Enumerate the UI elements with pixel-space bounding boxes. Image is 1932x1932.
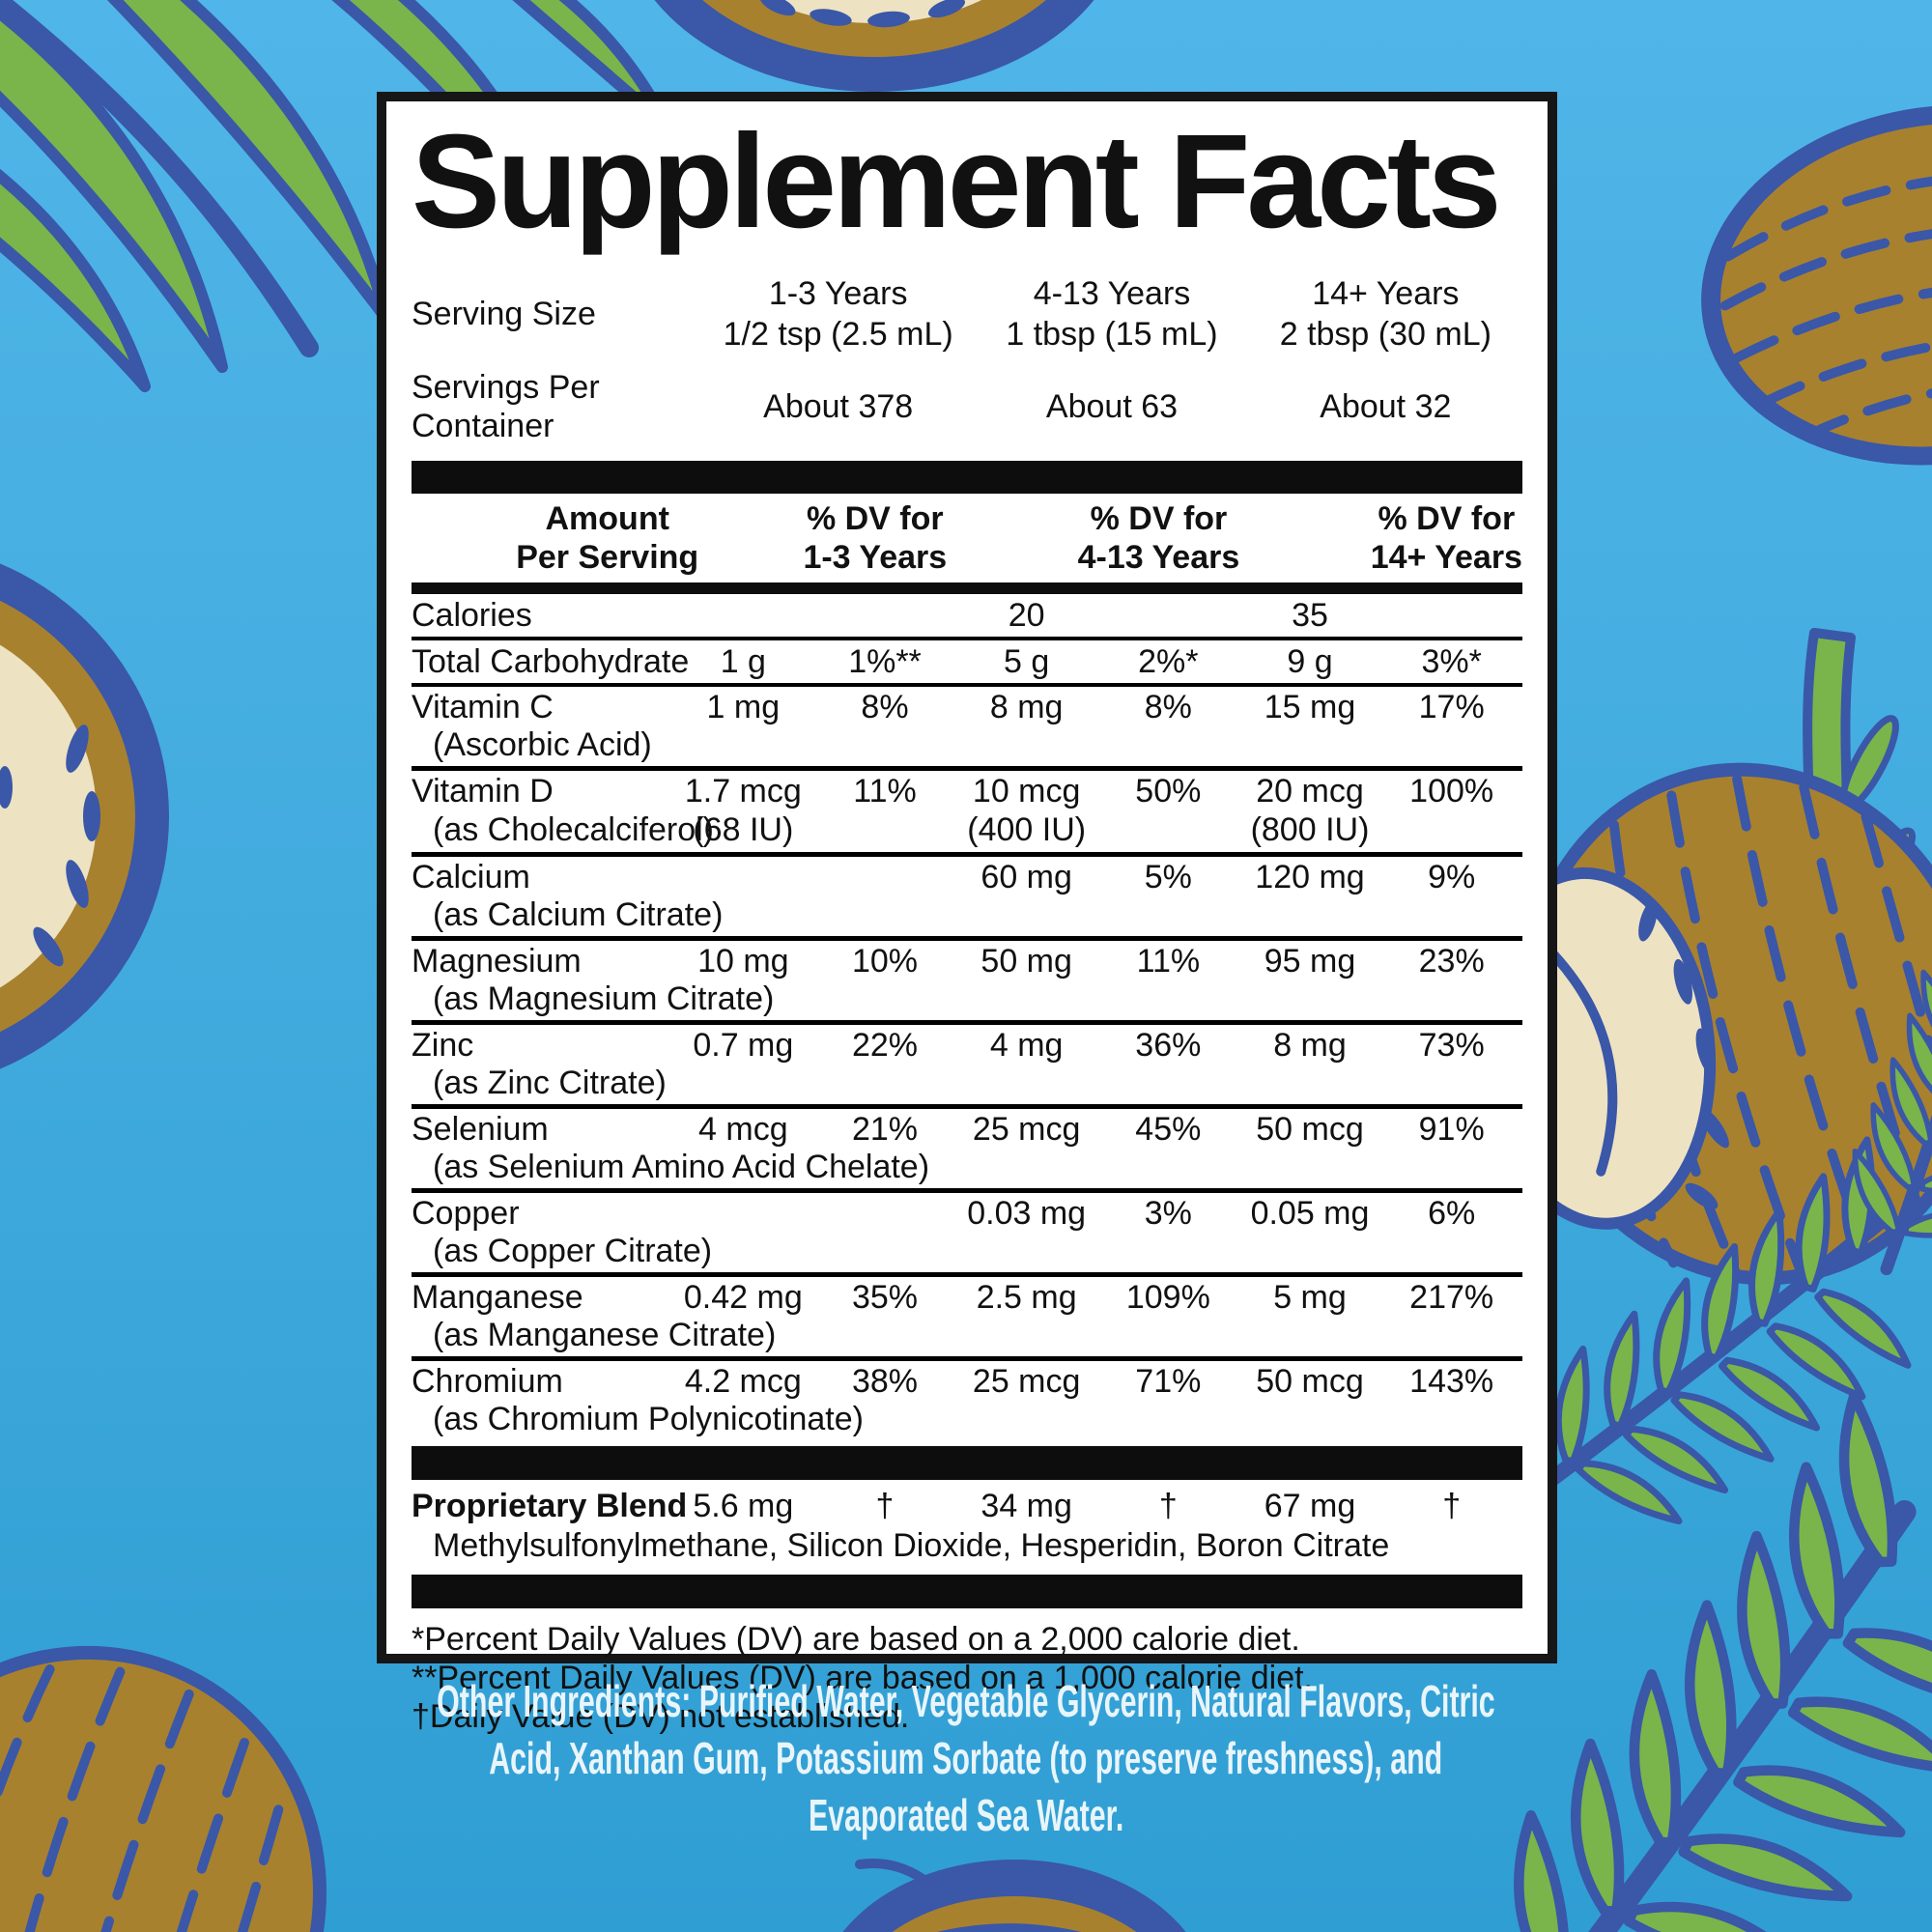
coconut-top-right [1701, 104, 1932, 466]
row-vitamin-d: Vitamin D 1.7 mcg 11% 10 mcg 50% 20 mcg … [412, 771, 1522, 857]
divider-bar [412, 1446, 1522, 1480]
row-manganese: Manganese 0.42 mg 35% 2.5 mg 109% 5 mg 2… [412, 1277, 1522, 1361]
dv-header-14plus: % DV for 14+ Years [1370, 500, 1522, 576]
serving-size-row: Serving Size 1-3 Years 1/2 tsp (2.5 mL) … [412, 273, 1522, 355]
row-calories: Calories 20 35 [412, 594, 1522, 640]
divider-bar [412, 1575, 1522, 1608]
row-proprietary-blend: Proprietary Blend 5.6 mg † 34 mg † 67 mg… [412, 1480, 1522, 1569]
row-copper: Copper 0.03 mg 3% 0.05 mg 6% (as Copper … [412, 1193, 1522, 1277]
row-zinc: Zinc 0.7 mg 22% 4 mg 36% 8 mg 73% (as Zi… [412, 1025, 1522, 1109]
dv-header-4-13: % DV for 4-13 Years [1077, 500, 1240, 576]
divider-bar [412, 461, 1522, 494]
row-selenium: Selenium 4 mcg 21% 25 mcg 45% 50 mcg 91%… [412, 1109, 1522, 1193]
supplement-facts-panel: Supplement Facts Serving Size 1-3 Years … [377, 92, 1557, 1735]
coconut-left [0, 563, 169, 1069]
row-vitamin-c: Vitamin C 1 mg 8% 8 mg 8% 15 mg 17% (Asc… [412, 687, 1522, 771]
footnotes: *Percent Daily Values (DV) are based on … [412, 1620, 1522, 1736]
other-ingredients-line-1: Other Ingredients: Purified Water, Veget… [437, 1676, 1495, 1726]
amount-per-serving-header: Amount Per Serving [516, 500, 699, 576]
servings-per-container-row: Servings Per Container About 378 About 6… [412, 369, 1452, 444]
row-total-carbohydrate: Total Carbohydrate 1 g 1%** 5 g 2%* 9 g … [412, 640, 1522, 687]
footnote-1000-calorie: **Percent Daily Values (DV) are based on… [412, 1660, 1313, 1696]
row-magnesium: Magnesium 10 mg 10% 50 mg 11% 95 mg 23% … [412, 941, 1522, 1025]
coconut-top [654, 0, 1094, 92]
other-ingredients-line-3: Evaporated Sea Water. [808, 1790, 1124, 1840]
serving-size-label: Serving Size [412, 296, 596, 332]
table-header: Amount Per Serving % DV for 1-3 Years % … [412, 494, 1522, 582]
serving-group-3: 14+ Years 2 tbsp (30 mL) [1279, 275, 1492, 353]
divider-bar [412, 582, 1522, 594]
dv-header-1-3: % DV for 1-3 Years [803, 500, 948, 576]
servings-per-container-label: Servings Per Container [412, 369, 600, 444]
footnote-dv-not-established: †Daily Value (DV) not established. [412, 1698, 910, 1735]
other-ingredients: Other Ingredients: Purified Water, Veget… [0, 1673, 1932, 1844]
coconut-bottom [842, 1859, 1186, 1932]
serving-group-1: 1-3 Years 1/2 tsp (2.5 mL) [723, 275, 953, 353]
row-chromium: Chromium 4.2 mcg 38% 25 mcg 71% 50 mcg 1… [412, 1363, 1494, 1437]
panel-title: Supplement Facts [412, 107, 1502, 256]
serving-group-2: 4-13 Years 1 tbsp (15 mL) [1006, 275, 1218, 353]
footnote-2000-calorie: *Percent Daily Values (DV) are based on … [412, 1621, 1300, 1658]
row-calcium: Calcium 60 mg 5% 120 mg 9% (as Calcium C… [412, 857, 1522, 941]
blend-ingredients: Methylsulfonylmethane, Silicon Dioxide, … [433, 1527, 1390, 1564]
other-ingredients-line-2: Acid, Xanthan Gum, Potassium Sorbate (to… [489, 1733, 1443, 1783]
